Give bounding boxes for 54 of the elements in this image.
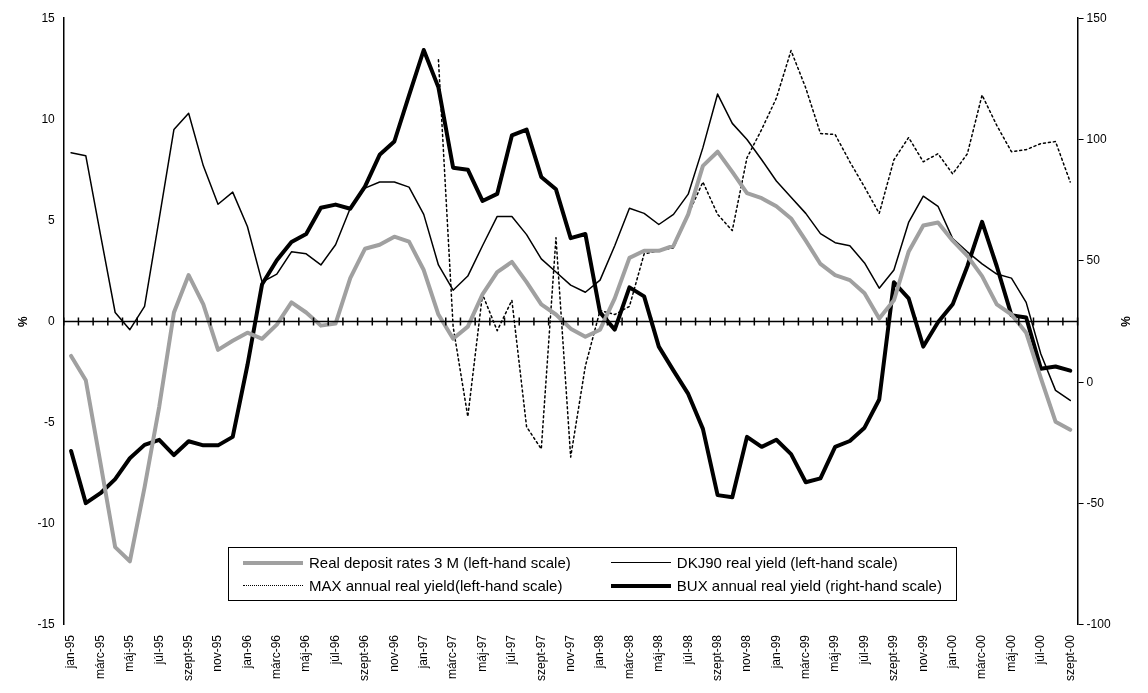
y2-tick-label: 100 [1086,131,1107,146]
x-tick-label: márc-96 [269,634,284,679]
y-tick-label: 10 [41,111,56,126]
x-tick-label: júl-00 [1033,634,1048,666]
x-tick-label: szept-00 [1062,634,1077,682]
x-tick-label: márc-00 [974,634,989,679]
y-axis-title: % [15,315,30,327]
x-tick-label: nov-96 [386,634,401,672]
x-tick-label: júl-98 [680,634,695,666]
x-tick-label: jan-00 [945,634,959,670]
y2-tick-label: -100 [1086,617,1111,632]
x-tick-label: szept-97 [533,634,548,682]
x-tick-label: márc-99 [798,634,813,679]
legend-label: DKJ90 real yield (left-hand scale) [676,554,898,571]
y-tick-label: 5 [48,212,56,227]
x-tick-label: máj-96 [298,634,313,672]
legend-label: BUX annual real yield (right-hand scale) [676,577,942,594]
x-tick-label: jan-97 [416,634,431,670]
x-tick-label: máj-00 [1003,634,1018,672]
legend-label: Real deposit rates 3 M (left-hand scale) [309,554,571,571]
x-tick-label: márc-98 [621,634,636,679]
x-tick-label: jan-96 [239,634,254,670]
x-tick-label: nov-98 [739,634,754,672]
x-tick-label: jan-95 [63,634,78,670]
x-tick-label: jan-99 [768,634,783,670]
x-tick-label: szept-95 [180,634,195,682]
x-tick-label: júl-95 [151,634,166,666]
x-tick-label: máj-98 [651,634,666,672]
x-tick-label: szept-98 [709,634,724,682]
x-tick-label: nov-97 [562,634,577,672]
legend-label: MAX annual real yield(left-hand scale) [309,577,563,594]
y2-tick-label: 0 [1086,374,1094,389]
x-tick-label: júl-96 [327,634,342,666]
x-tick-label: jan-98 [592,634,607,670]
x-tick-label: szept-96 [357,634,372,682]
y2-tick-label: -50 [1086,495,1105,510]
x-tick-label: máj-99 [827,634,842,672]
y2-tick-label: 150 [1086,10,1107,25]
x-tick-label: szept-99 [886,634,901,682]
y2-tick-label: 50 [1086,253,1101,268]
x-tick-label: máj-95 [122,634,137,672]
x-tick-label: nov-95 [210,634,225,672]
x-tick-label: júl-97 [504,634,519,666]
y-tick-label: 15 [41,10,56,25]
y-tick-label: -5 [44,415,56,430]
x-tick-label: máj-97 [474,634,489,672]
y-tick-label: 0 [48,313,56,328]
y2-axis-title: % [1118,316,1133,328]
x-tick-label: nov-99 [915,634,930,672]
x-tick-label: júl-99 [856,634,871,666]
y-tick-label: -15 [37,617,56,632]
x-tick-label: márc-95 [92,634,107,679]
y-tick-label: -10 [37,516,56,531]
x-tick-label: márc-97 [445,634,460,679]
